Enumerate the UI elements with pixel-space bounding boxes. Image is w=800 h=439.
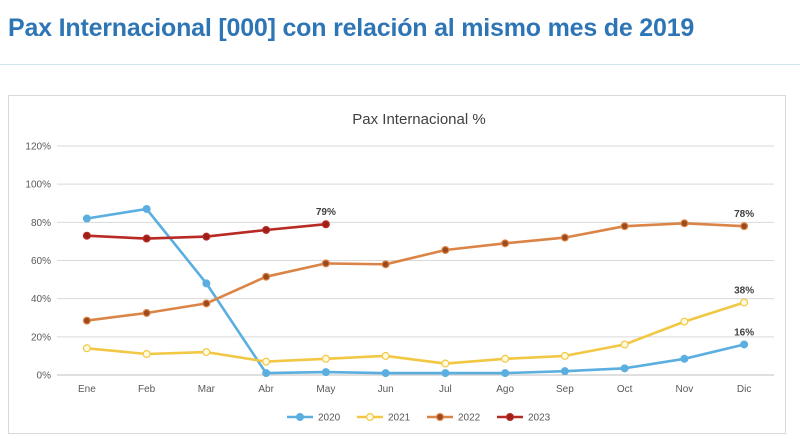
data-point bbox=[142, 350, 151, 359]
legend-swatch-marker bbox=[506, 413, 515, 422]
x-tick-label: Jun bbox=[378, 384, 394, 395]
legend: 2020 2021 2022 2023 bbox=[287, 413, 551, 424]
data-point bbox=[620, 340, 629, 349]
data-point bbox=[620, 222, 629, 231]
series-line bbox=[85, 207, 746, 375]
x-tick-label: Sep bbox=[556, 384, 574, 395]
x-tick-label: Ago bbox=[496, 384, 514, 395]
data-point bbox=[202, 348, 211, 357]
x-tick-label: Dic bbox=[737, 384, 751, 395]
data-point bbox=[501, 369, 510, 378]
data-point bbox=[501, 239, 510, 248]
data-point bbox=[740, 298, 749, 307]
data-point bbox=[680, 354, 689, 363]
data-point bbox=[441, 369, 450, 378]
page-title: Pax Internacional [000] con relación al … bbox=[8, 14, 695, 42]
y-tick-label: 120% bbox=[25, 142, 51, 153]
data-point bbox=[381, 260, 390, 269]
data-point bbox=[142, 204, 151, 213]
legend-item-2020: 2020 bbox=[287, 413, 341, 424]
data-point bbox=[441, 246, 450, 255]
x-tick-label: Mar bbox=[198, 384, 216, 395]
data-point bbox=[262, 272, 271, 281]
data-point bbox=[202, 232, 211, 241]
data-point bbox=[680, 317, 689, 326]
data-point bbox=[560, 233, 569, 242]
title-divider bbox=[0, 64, 800, 65]
x-tick-label: Oct bbox=[617, 384, 633, 395]
data-point bbox=[620, 364, 629, 373]
x-tick-label: Feb bbox=[138, 384, 156, 395]
data-point bbox=[321, 259, 330, 268]
data-point bbox=[381, 369, 390, 378]
legend-swatch-marker bbox=[436, 413, 445, 422]
y-tick-label: 80% bbox=[31, 218, 51, 229]
series-line bbox=[85, 222, 746, 322]
data-point bbox=[82, 344, 91, 353]
legend-label: 2022 bbox=[458, 413, 481, 424]
chart-title: Pax Internacional % bbox=[352, 111, 485, 128]
gridlines bbox=[57, 145, 774, 376]
legend-swatch-marker bbox=[296, 413, 305, 422]
series-2021 bbox=[82, 298, 749, 368]
data-point bbox=[142, 234, 151, 243]
data-label: 38% bbox=[734, 285, 754, 296]
y-tick-label: 20% bbox=[31, 332, 51, 343]
data-point bbox=[321, 368, 330, 377]
data-label: 78% bbox=[734, 209, 754, 220]
data-point bbox=[740, 340, 749, 349]
x-tick-label: Abr bbox=[258, 384, 274, 395]
legend-item-2023: 2023 bbox=[497, 413, 551, 424]
data-point bbox=[82, 214, 91, 223]
data-label: 16% bbox=[734, 327, 754, 338]
y-axis-ticks: 0% 20% 40% 60% 80% 100% 120% bbox=[25, 142, 51, 382]
x-tick-label: May bbox=[316, 384, 335, 395]
data-point bbox=[142, 308, 151, 317]
y-tick-label: 60% bbox=[31, 256, 51, 267]
data-point bbox=[501, 354, 510, 363]
data-point bbox=[202, 279, 211, 288]
data-point bbox=[262, 357, 271, 366]
data-point bbox=[560, 367, 569, 376]
data-label: 79% bbox=[316, 207, 336, 218]
legend-label: 2020 bbox=[318, 413, 341, 424]
series-line bbox=[85, 301, 746, 365]
legend-label: 2023 bbox=[528, 413, 551, 424]
data-point bbox=[560, 351, 569, 360]
series-lines bbox=[82, 204, 749, 378]
series-2023 bbox=[82, 220, 330, 243]
data-point bbox=[441, 359, 450, 368]
data-point bbox=[381, 351, 390, 360]
data-point bbox=[82, 231, 91, 240]
x-tick-label: Jul bbox=[439, 384, 452, 395]
y-tick-label: 0% bbox=[37, 371, 52, 382]
data-point bbox=[202, 299, 211, 308]
x-tick-label: Ene bbox=[78, 384, 96, 395]
series-2020 bbox=[82, 204, 749, 378]
data-point bbox=[680, 219, 689, 228]
legend-swatch-marker bbox=[366, 413, 375, 422]
x-tick-label: Nov bbox=[675, 384, 693, 395]
legend-label: 2021 bbox=[388, 413, 411, 424]
series-2022 bbox=[82, 219, 749, 325]
legend-item-2022: 2022 bbox=[427, 413, 481, 424]
data-point bbox=[262, 225, 271, 234]
chart-area: Pax Internacional % 0% 20% 40% 60% 80% 100% 12… bbox=[8, 95, 786, 434]
data-point bbox=[82, 316, 91, 325]
x-axis-ticks: Ene Feb Mar Abr May Jun Jul Ago Sep Oct Nov Dic bbox=[78, 384, 751, 395]
legend-item-2021: 2021 bbox=[357, 413, 411, 424]
data-point bbox=[321, 220, 330, 229]
line-chart: Pax Internacional % 0% 20% 40% 60% 80% 100% 12… bbox=[25, 111, 774, 424]
data-point bbox=[321, 354, 330, 363]
data-point bbox=[262, 369, 271, 378]
y-tick-label: 40% bbox=[31, 294, 51, 305]
data-labels: 79% 78% 38% 16% bbox=[316, 207, 754, 338]
data-point bbox=[740, 222, 749, 231]
y-tick-label: 100% bbox=[25, 180, 51, 191]
